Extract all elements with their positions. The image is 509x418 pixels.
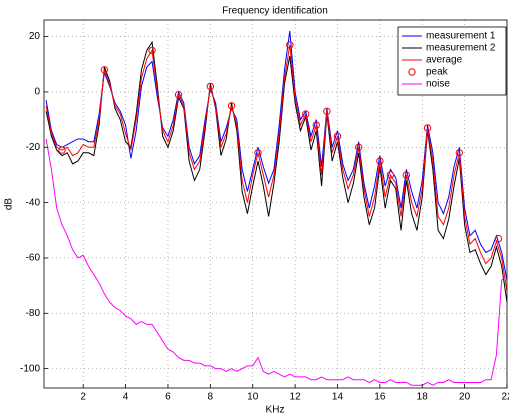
x-tick-label: 16 [374, 392, 386, 403]
peak-marker [206, 82, 215, 91]
peak-marker [58, 146, 66, 154]
x-tick-label: 10 [247, 392, 259, 403]
legend-label: noise [426, 79, 450, 90]
y-tick-label: -60 [26, 253, 41, 264]
x-tick-label: 20 [459, 392, 471, 403]
legend-marker [408, 68, 416, 76]
x-tick-label: 18 [417, 392, 429, 403]
axes-box [43, 19, 508, 389]
peak-marker [386, 171, 395, 179]
peak-marker [333, 132, 342, 140]
series-line [45, 40, 507, 303]
y-axis-label: dB [4, 198, 15, 211]
peak-marker [301, 110, 310, 118]
peak-marker [174, 91, 183, 99]
x-tick-label: 2 [80, 392, 86, 403]
series-line [45, 44, 507, 292]
y-tick-label: -40 [26, 197, 41, 208]
peak-marker [227, 102, 236, 110]
legend-label: peak [426, 67, 449, 78]
y-tick-label: 0 [34, 87, 40, 98]
y-tick-label: -20 [26, 142, 41, 153]
peak-marker [312, 121, 320, 129]
x-tick-label: 8 [208, 392, 214, 403]
peak-marker [323, 107, 331, 116]
x-tick-label: 14 [332, 392, 344, 403]
x-tick-label: 22 [501, 392, 509, 403]
y-tick-label: -80 [26, 308, 41, 319]
peak-marker [148, 46, 156, 55]
legend-label: measurement 2 [426, 43, 496, 54]
peak-marker [423, 124, 432, 132]
peak-marker [254, 149, 262, 157]
peak-marker [100, 66, 109, 74]
plot [44, 20, 507, 388]
series-line [45, 138, 507, 386]
y-tick-label: 20 [29, 31, 41, 42]
peak-marker [286, 41, 294, 49]
series-line [45, 31, 507, 281]
x-axis-label: KHz [266, 405, 285, 416]
legend-label: average [426, 55, 463, 66]
peak-marker [494, 234, 503, 243]
legend-label: measurement 1 [426, 31, 496, 42]
x-tick-label: 6 [165, 392, 171, 403]
peak-marker [402, 171, 411, 179]
x-tick-label: 4 [123, 392, 129, 403]
peak-marker [354, 143, 363, 151]
chart-title: Frequency identification [222, 6, 328, 17]
peak-marker [376, 157, 384, 165]
peak-marker [455, 149, 464, 157]
x-tick-label: 12 [290, 392, 302, 403]
y-tick-label: -100 [20, 363, 40, 374]
